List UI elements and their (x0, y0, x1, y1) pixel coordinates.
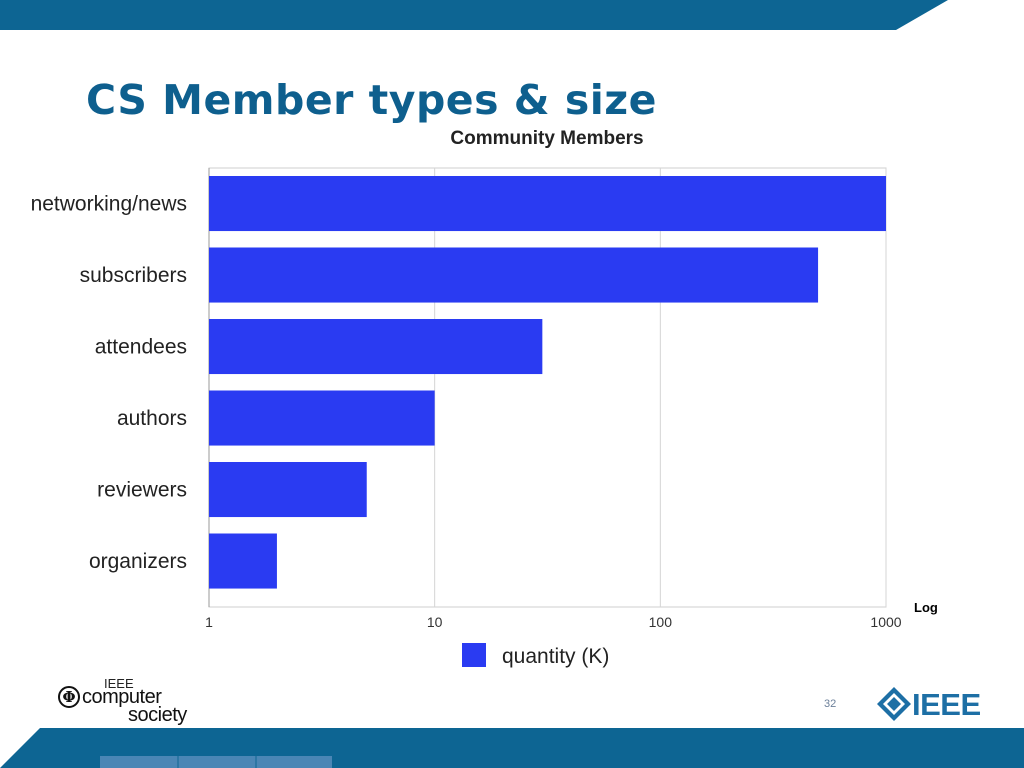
page-number: 32 (824, 698, 837, 710)
category-label: reviewers (97, 479, 187, 502)
phi-icon: Φ (58, 686, 80, 708)
category-label: organizers (89, 550, 187, 573)
bars (209, 176, 886, 589)
cs-logo-line2: society (128, 704, 187, 726)
x-tick-label: 1 (205, 614, 213, 630)
computer-society-logo: IEEE Φ computer society (58, 676, 198, 728)
bar (209, 319, 543, 375)
category-label: subscribers (80, 264, 187, 287)
cs-logo-ieee: IEEE (104, 676, 134, 691)
x-tick-label: 1000 (870, 614, 901, 630)
bar (209, 176, 886, 232)
plot-frame (208, 167, 887, 608)
bar-chart: Community Members networking/news subscri… (31, 128, 902, 668)
cs-logo-line1: computer (82, 686, 162, 708)
grid-lines (208, 167, 887, 608)
bar (209, 390, 435, 446)
category-labels: networking/news subscribers attendees autho… (31, 193, 187, 573)
log-scale-note: Log (914, 600, 938, 615)
ieee-logo: IEEE (876, 686, 1000, 722)
ieee-diamond-icon (877, 687, 911, 721)
ieee-logo-text: IEEE (912, 687, 981, 722)
bar (209, 247, 819, 303)
bar (209, 533, 277, 589)
chart-title: Community Members (450, 128, 643, 149)
top-banner (0, 0, 948, 30)
category-label: authors (117, 407, 187, 430)
slide-title: CS Member types & size (86, 76, 657, 124)
legend-label: quantity (K) (502, 645, 609, 668)
legend: quantity (K) (462, 643, 609, 668)
x-tick-label: 100 (649, 614, 673, 630)
x-tick-labels: 1 10 100 1000 (205, 614, 902, 630)
legend-swatch (462, 643, 486, 667)
category-label: networking/news (31, 193, 187, 216)
x-tick-label: 10 (427, 614, 443, 630)
bottom-bar (0, 728, 1024, 768)
bar (209, 462, 367, 518)
category-label: attendees (95, 336, 187, 359)
